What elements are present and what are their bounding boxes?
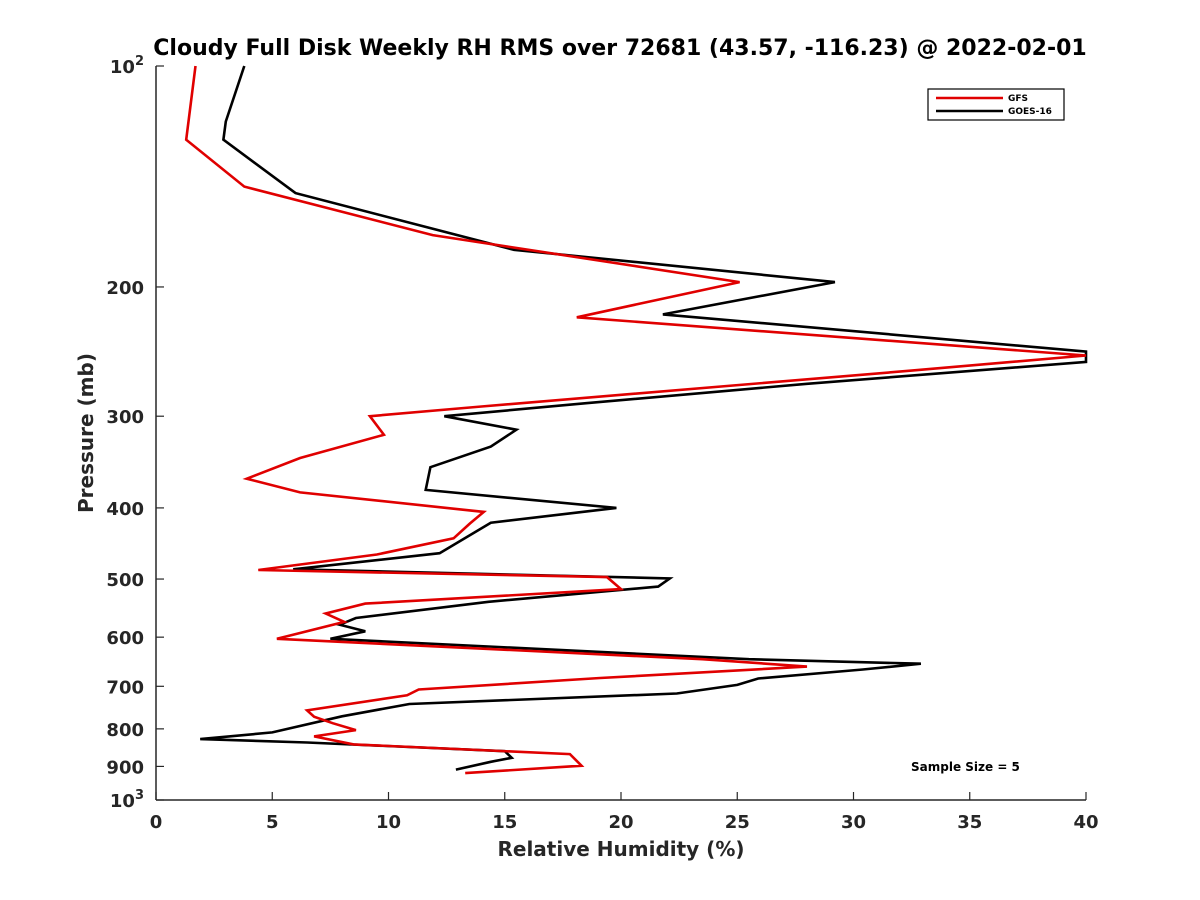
legend-label: GFS (1008, 94, 1028, 104)
x-tick-label: 15 (492, 812, 517, 833)
y-tick-label: 500 (106, 570, 144, 591)
x-tick-label: 25 (725, 812, 750, 833)
plot-frame (156, 66, 1086, 800)
x-tick-label: 40 (1073, 812, 1098, 833)
y-tick-label: 103 (110, 788, 144, 812)
y-tick-label: 102 (110, 54, 144, 78)
x-tick-label: 30 (841, 812, 866, 833)
y-axis-ticks: 102 200 300 400 500 600 700 800 900 103 (106, 54, 164, 812)
x-axis-label: Relative Humidity (%) (497, 837, 744, 861)
legend-label: GOES-16 (1008, 107, 1052, 117)
series-layer (184, 65, 1088, 775)
y-tick-label: 200 (106, 278, 144, 299)
y-tick-label: 600 (106, 628, 144, 649)
series-line-gfs (184, 65, 1087, 775)
x-tick-label: 0 (150, 812, 163, 833)
y-tick-label: 400 (106, 499, 144, 520)
x-tick-label: 5 (266, 812, 279, 833)
x-tick-label: 10 (376, 812, 401, 833)
plot-area (155, 65, 1088, 801)
y-axis-label: Pressure (mb) (74, 353, 98, 513)
sample-size-annotation: Sample Size = 5 (911, 760, 1020, 774)
legend-box (927, 88, 1065, 121)
legend: GFS GOES-16 (927, 88, 1065, 121)
y-tick-label: 800 (106, 720, 144, 741)
x-tick-label: 35 (957, 812, 982, 833)
series-line-goes-16 (200, 65, 1088, 771)
x-tick-label: 20 (608, 812, 633, 833)
y-tick-label: 700 (106, 677, 144, 698)
y-tick-label: 300 (106, 407, 144, 428)
y-tick-label: 900 (106, 757, 144, 778)
chart-title: Cloudy Full Disk Weekly RH RMS over 7268… (153, 36, 1086, 61)
x-axis-ticks: 0 5 10 15 20 25 30 35 40 (150, 792, 1099, 833)
